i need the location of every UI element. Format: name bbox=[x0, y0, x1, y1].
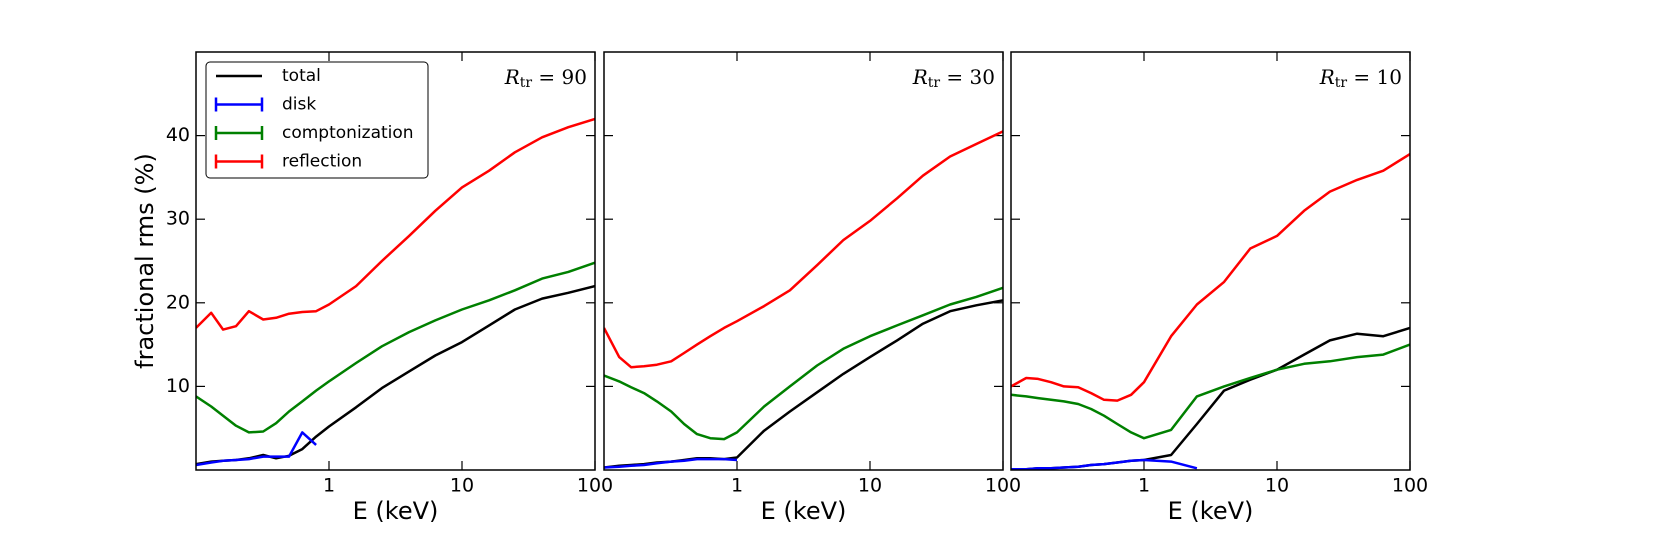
annotation-rest: = 90 bbox=[532, 65, 587, 89]
y-axis-label: fractional rms (%) bbox=[131, 153, 159, 369]
y-tick-label: 40 bbox=[166, 124, 190, 146]
y-tick-label: 20 bbox=[166, 291, 190, 313]
plot-frame bbox=[603, 51, 1004, 471]
legend-box bbox=[205, 61, 429, 179]
x-tick-label: 1 bbox=[731, 475, 743, 497]
panel: 1 10 100 Rtr = 10 E (keV) bbox=[1010, 51, 1428, 525]
legend-label: disk bbox=[282, 95, 316, 115]
x-tick-label: 100 bbox=[577, 475, 613, 497]
series-line bbox=[196, 284, 595, 466]
series-line bbox=[196, 117, 595, 331]
x-tick-label: 10 bbox=[858, 475, 882, 497]
legend-label: total bbox=[282, 66, 321, 86]
series-line bbox=[1011, 458, 1198, 470]
x-tick-label: 100 bbox=[1392, 475, 1428, 497]
series-group bbox=[196, 117, 595, 467]
plot-frame bbox=[1010, 51, 1411, 471]
y-tick-label: 30 bbox=[166, 208, 190, 230]
series-line bbox=[604, 299, 1003, 469]
series-group bbox=[1011, 152, 1410, 470]
x-tick-label: 1 bbox=[323, 475, 335, 497]
legend: total disk comptonization reflection bbox=[205, 61, 429, 179]
x-tick-label: 100 bbox=[985, 475, 1021, 497]
series-line bbox=[604, 130, 1003, 369]
panel: 1 10 100 Rtr = 30 E (keV) bbox=[603, 51, 1021, 525]
annotation: Rtr = 10 bbox=[1319, 65, 1402, 92]
series-line bbox=[1011, 343, 1410, 440]
x-tick-label: 10 bbox=[1265, 475, 1289, 497]
x-axis-label: E (keV) bbox=[1168, 497, 1254, 525]
annotation-sub: tr bbox=[928, 75, 941, 91]
x-axis-label: E (keV) bbox=[761, 497, 847, 525]
series-line bbox=[1011, 152, 1410, 402]
legend-label: reflection bbox=[282, 152, 362, 172]
annotation-base: R bbox=[504, 65, 520, 89]
annotation: Rtr = 30 bbox=[912, 65, 995, 92]
panel: 10 20 30 40 1 10 100 Rtr = 90 E (keV) fractional … bbox=[131, 51, 613, 525]
y-tick-label: 10 bbox=[166, 375, 190, 397]
plot-frame bbox=[195, 51, 596, 471]
annotation-base: R bbox=[912, 65, 928, 89]
series-line bbox=[604, 286, 1003, 441]
series-line bbox=[196, 431, 317, 467]
series-group bbox=[604, 130, 1003, 469]
x-tick-label: 10 bbox=[450, 475, 474, 497]
series-line bbox=[604, 457, 738, 469]
x-axis-label: E (keV) bbox=[353, 497, 439, 525]
annotation: Rtr = 90 bbox=[504, 65, 587, 92]
annotation-sub: tr bbox=[1335, 75, 1348, 91]
annotation-rest: = 30 bbox=[940, 65, 995, 89]
series-line bbox=[1011, 326, 1410, 470]
annotation-sub: tr bbox=[520, 75, 533, 91]
legend-label: comptonization bbox=[282, 123, 414, 143]
annotation-rest: = 10 bbox=[1347, 65, 1402, 89]
series-line bbox=[196, 261, 595, 434]
x-tick-label: 1 bbox=[1138, 475, 1150, 497]
annotation-base: R bbox=[1319, 65, 1335, 89]
